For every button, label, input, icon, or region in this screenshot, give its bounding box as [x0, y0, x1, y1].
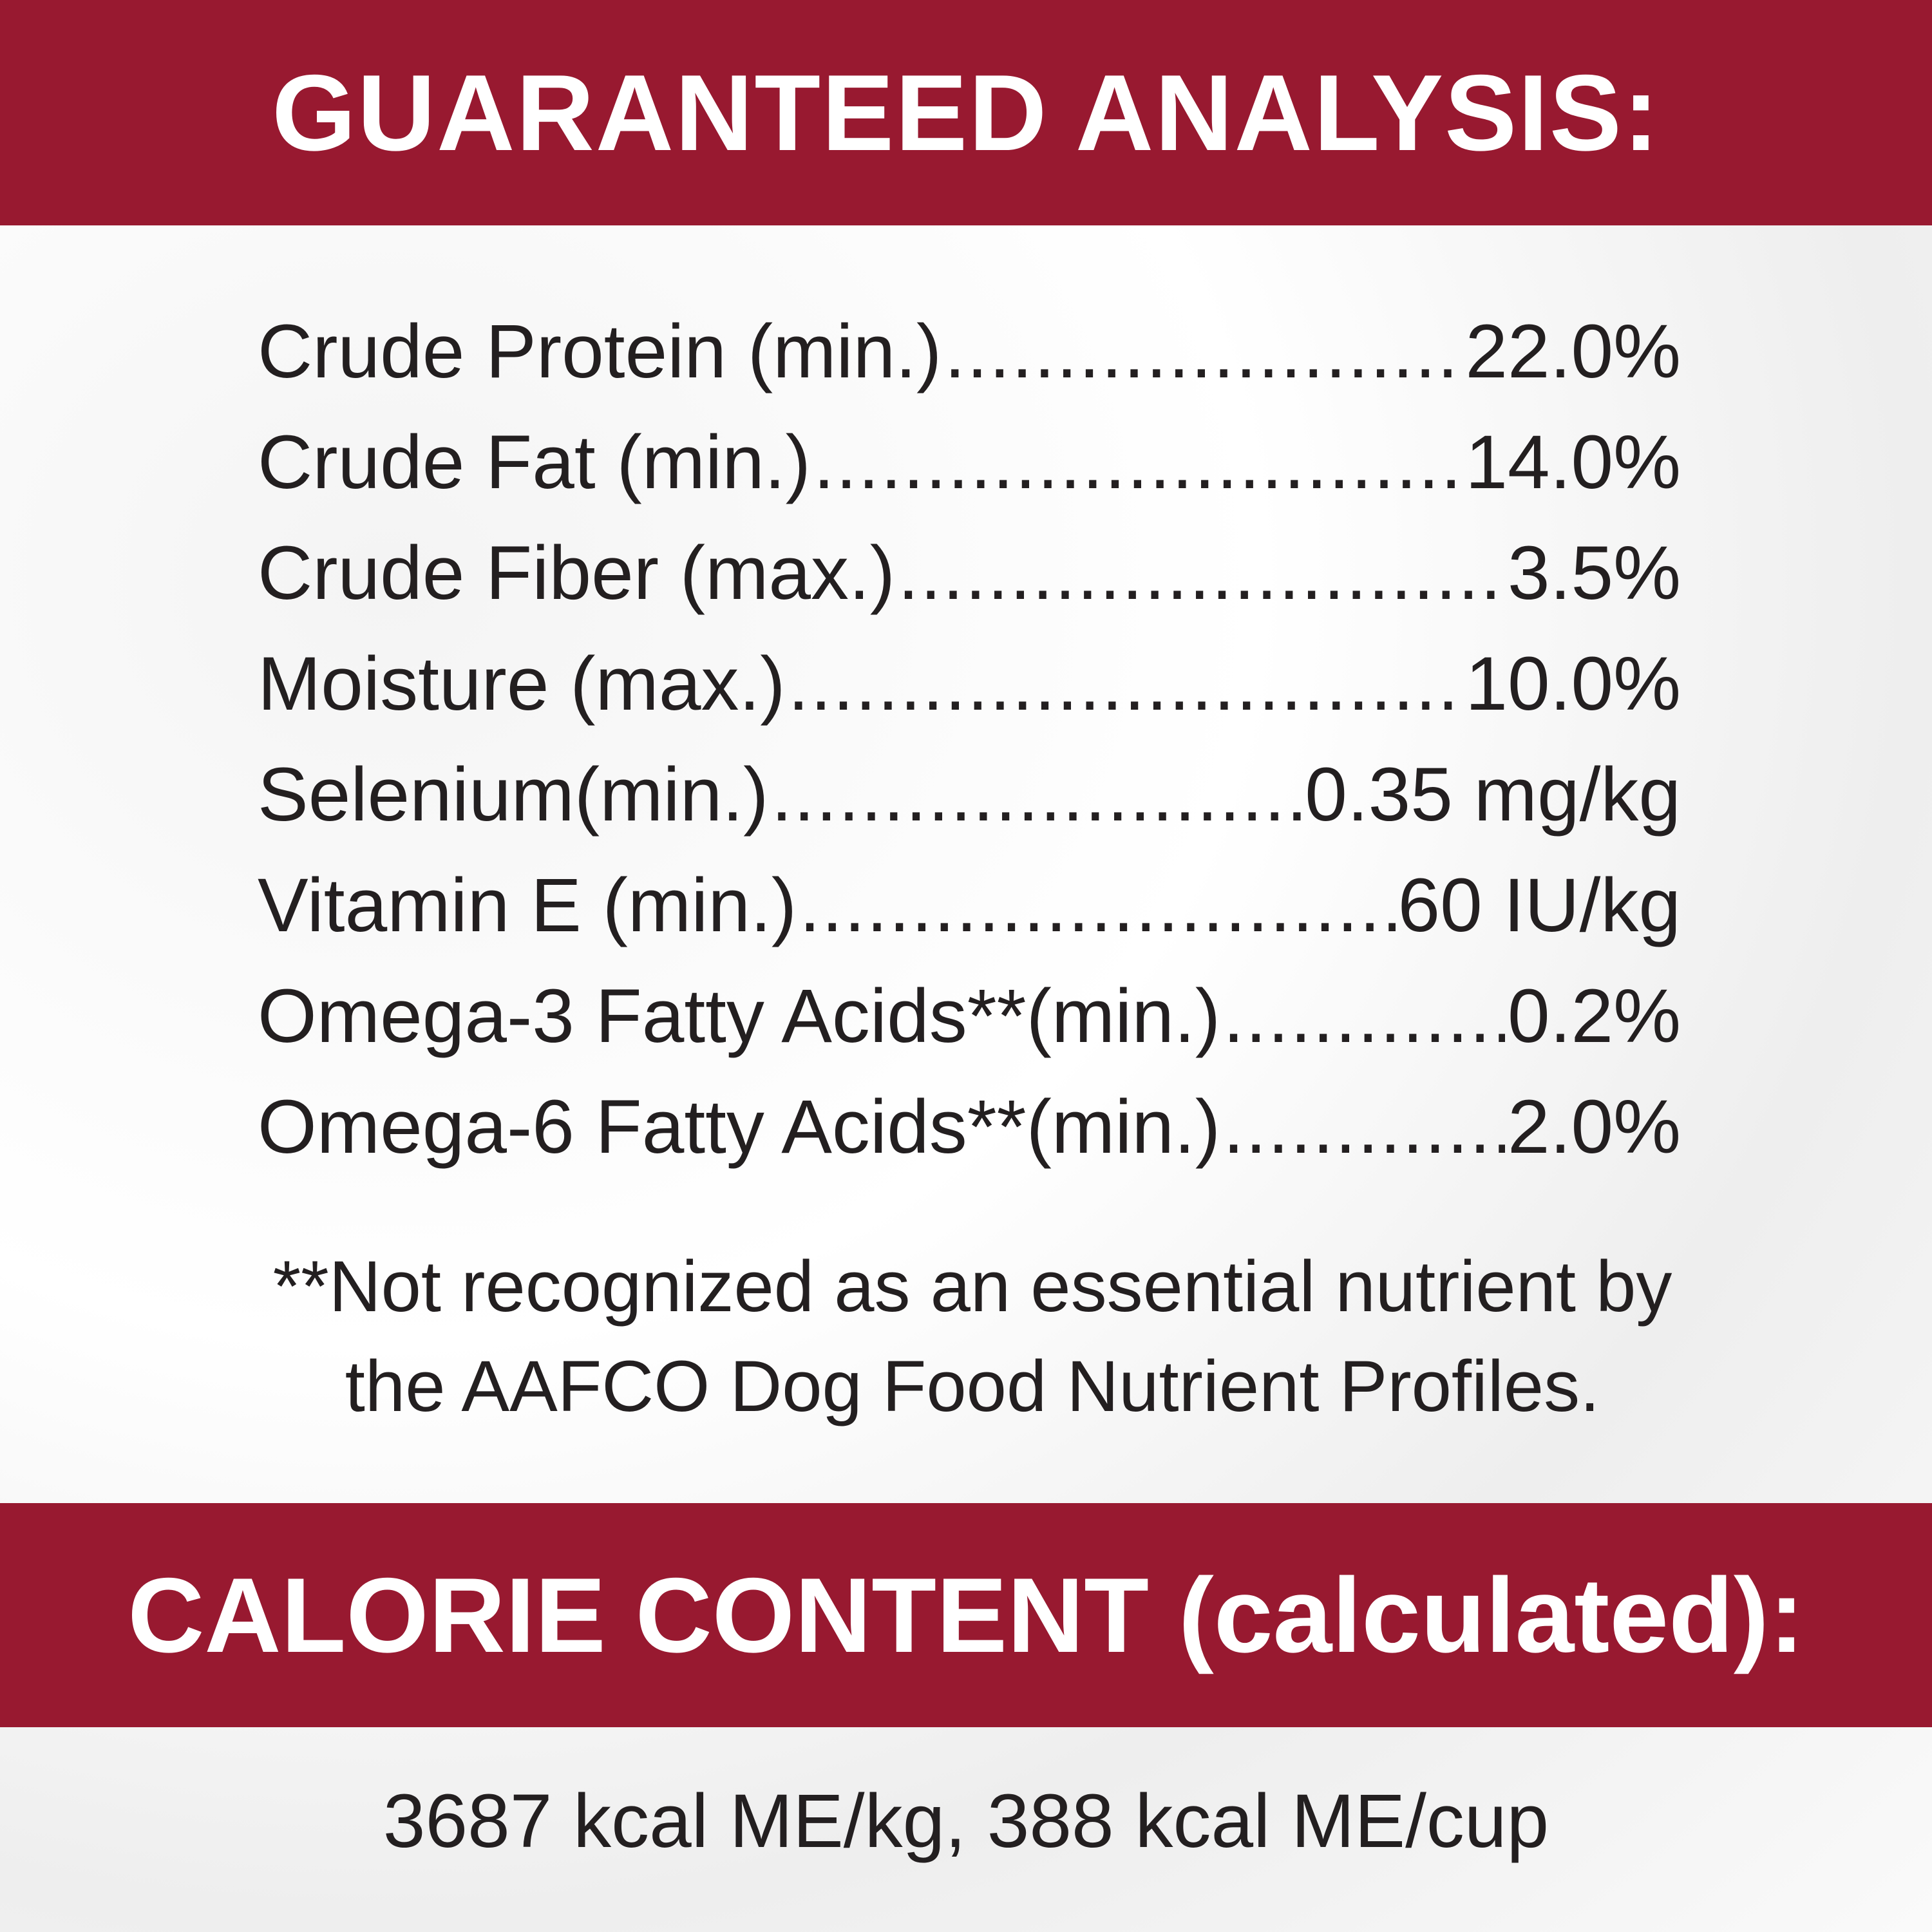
- analysis-row: Vitamin E (min.) 60 IU/kg: [258, 850, 1681, 961]
- row-value: 0.2%: [1508, 974, 1681, 1059]
- dot-leader: [788, 629, 1463, 739]
- analysis-row: Omega-6 Fatty Acids**(min.) 2.0%: [258, 1072, 1681, 1182]
- analysis-table: Crude Protein (min.) 22.0% Crude Fat (min…: [258, 296, 1681, 1182]
- dot-leader: [1223, 1072, 1505, 1182]
- row-value: 60 IU/kg: [1397, 863, 1681, 948]
- guaranteed-analysis-header: GUARANTEED ANALYSIS:: [0, 0, 1932, 225]
- row-label: Selenium(min.): [258, 752, 769, 837]
- analysis-row: Omega-3 Fatty Acids**(min.) 0.2%: [258, 961, 1681, 1072]
- analysis-row: Crude Fat (min.) 14.0%: [258, 407, 1681, 518]
- dot-leader: [813, 407, 1463, 518]
- footnote-line: the AAFCO Dog Food Nutrient Profiles.: [345, 1346, 1600, 1426]
- dot-leader: [944, 296, 1463, 407]
- row-value: 0.35 mg/kg: [1305, 752, 1681, 837]
- analysis-row: Crude Fiber (max.) 3.5%: [258, 518, 1681, 629]
- row-label: Omega-6 Fatty Acids**(min.): [258, 1084, 1221, 1170]
- row-value: 22.0%: [1465, 309, 1681, 394]
- dot-leader: [799, 850, 1395, 961]
- calorie-content-header: CALORIE CONTENT (calculated):: [0, 1503, 1932, 1727]
- footnote: **Not recognized as an essential nutrien…: [245, 1236, 1700, 1436]
- row-label: Crude Fat (min.): [258, 420, 811, 505]
- footnote-line: **Not recognized as an essential nutrien…: [272, 1246, 1672, 1327]
- dot-leader: [771, 739, 1302, 850]
- calorie-content-title: CALORIE CONTENT (calculated):: [128, 1555, 1804, 1674]
- dot-leader: [898, 518, 1505, 629]
- row-label: Moisture (max.): [258, 641, 786, 726]
- row-value: 3.5%: [1508, 531, 1681, 616]
- row-value: 14.0%: [1465, 420, 1681, 505]
- analysis-row: Selenium(min.) 0.35 mg/kg: [258, 739, 1681, 850]
- calorie-content-value: 3687 kcal ME/kg, 388 kcal ME/cup: [383, 1779, 1549, 1864]
- row-value: 10.0%: [1465, 641, 1681, 726]
- analysis-row: Crude Protein (min.) 22.0%: [258, 296, 1681, 407]
- row-label: Crude Protein (min.): [258, 309, 942, 394]
- row-label: Vitamin E (min.): [258, 863, 797, 948]
- row-label: Crude Fiber (max.): [258, 531, 896, 616]
- dot-leader: [1223, 961, 1505, 1072]
- guaranteed-analysis-title: GUARANTEED ANALYSIS:: [272, 52, 1660, 173]
- row-label: Omega-3 Fatty Acids**(min.): [258, 974, 1221, 1059]
- analysis-row: Moisture (max.) 10.0%: [258, 629, 1681, 739]
- row-value: 2.0%: [1508, 1084, 1681, 1170]
